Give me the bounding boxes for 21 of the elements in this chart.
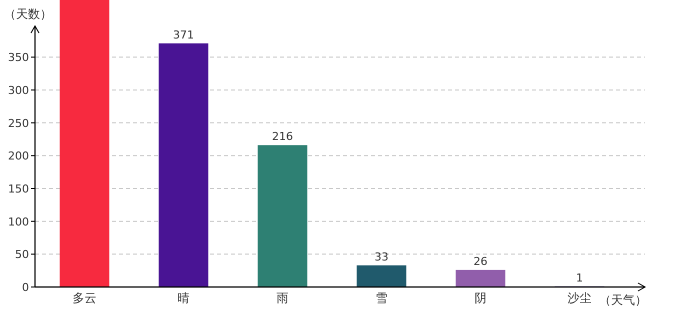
x-tick-label: 雨 xyxy=(276,291,288,305)
y-tick-label: 100 xyxy=(8,215,29,228)
data-label: 1 xyxy=(576,271,583,284)
y-tick-label: 350 xyxy=(8,51,29,64)
x-tick-label: 多云 xyxy=(72,291,96,305)
y-axis-title: （天数） xyxy=(4,7,52,21)
data-label: 216 xyxy=(272,130,293,144)
y-tick-label: 250 xyxy=(8,116,29,130)
x-axis-title: （天气） xyxy=(599,293,647,307)
x-tick-label: 阴 xyxy=(474,291,486,305)
y-tick-label: 200 xyxy=(8,150,29,163)
y-tick-label: 50 xyxy=(15,248,29,262)
x-tick-label: 沙尘 xyxy=(568,291,592,305)
x-tick-label: 晴 xyxy=(178,291,190,305)
y-tick-label: 0 xyxy=(22,281,29,294)
data-label: 371 xyxy=(173,28,194,42)
y-tick-label: 150 xyxy=(8,182,29,196)
data-label: 33 xyxy=(374,250,388,264)
x-tick-label: 雪 xyxy=(376,291,388,305)
y-tick-label: 300 xyxy=(8,84,29,97)
data-label: 26 xyxy=(474,254,488,268)
